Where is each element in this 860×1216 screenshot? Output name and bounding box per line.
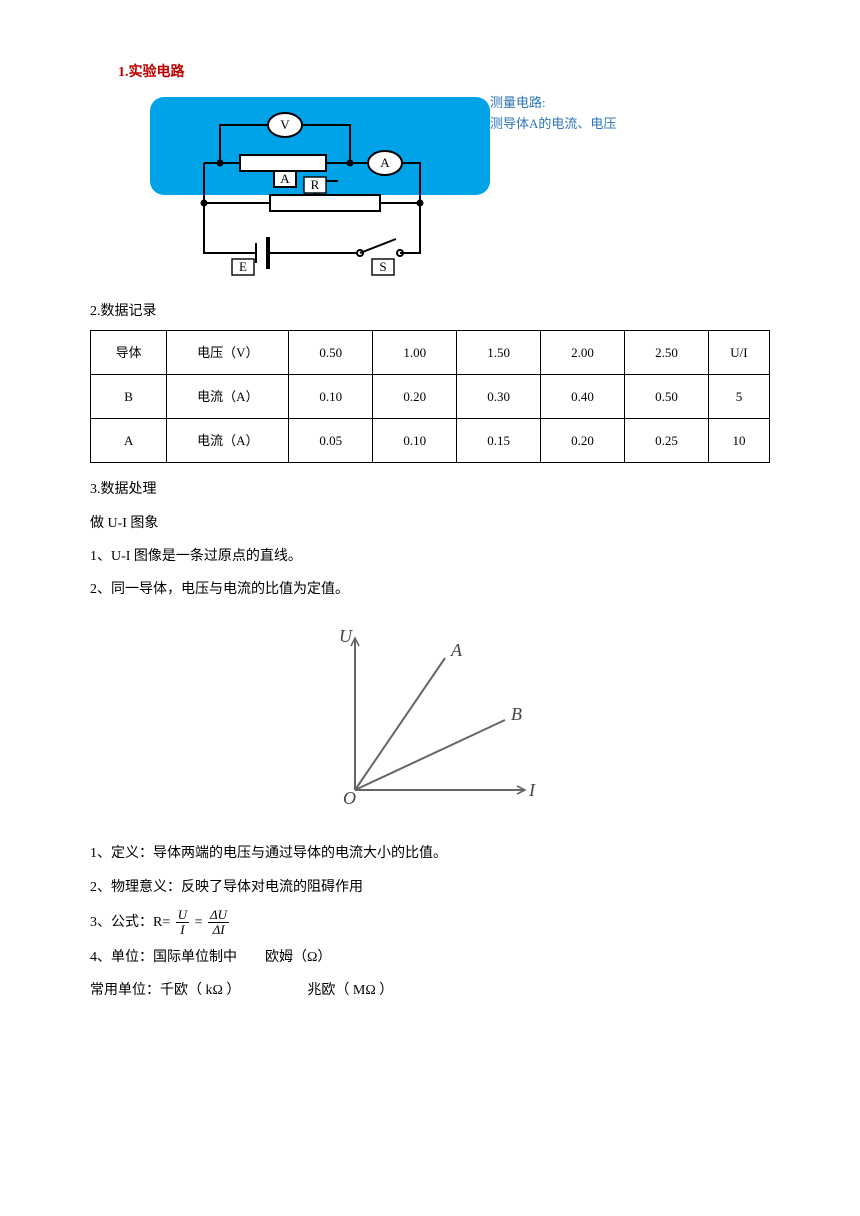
definition-3: 3、公式：R= U I = ΔU ΔI <box>90 908 770 938</box>
frac-num: U <box>176 908 189 923</box>
section-heading-3: 3.数据处理 <box>90 477 770 502</box>
unit-kohm: 常用单位：千欧（ kΩ ） <box>90 983 240 998</box>
equals-sign: = <box>195 915 203 930</box>
table-cell: 10 <box>708 419 769 463</box>
table-cell: 5 <box>708 375 769 419</box>
rheostat-label: R <box>311 177 320 192</box>
table-cell: 2.00 <box>541 331 625 375</box>
table-cell: 电流（A） <box>167 419 289 463</box>
definition-5: 常用单位：千欧（ kΩ ） 兆欧（ MΩ ） <box>90 978 770 1003</box>
definition-2: 2、物理意义：反映了导体对电流的阻碍作用 <box>90 875 770 900</box>
table-row: 导体 电压（V） 0.50 1.00 1.50 2.00 2.50 U/I <box>91 331 770 375</box>
voltmeter-label: V <box>280 117 290 132</box>
frac-den: ΔI <box>208 923 229 937</box>
fraction-du-over-di: ΔU ΔI <box>208 908 229 938</box>
section-heading-2: 2.数据记录 <box>90 299 770 324</box>
table-cell: 0.25 <box>625 419 709 463</box>
table-row: B 电流（A） 0.10 0.20 0.30 0.40 0.50 5 <box>91 375 770 419</box>
line-a-label: A <box>450 640 463 660</box>
table-cell: 0.40 <box>541 375 625 419</box>
switch-label: S <box>379 259 386 274</box>
table-cell: 0.20 <box>373 375 457 419</box>
table-cell: U/I <box>708 331 769 375</box>
table-cell: 1.50 <box>457 331 541 375</box>
circuit-diagram-block: 测量电路: 测导体A的电流、电压 <box>150 89 630 289</box>
definition-4: 4、单位：国际单位制中 欧姆（Ω） <box>90 945 770 970</box>
table-cell: 0.10 <box>289 375 373 419</box>
resistor-a-label: A <box>280 171 290 186</box>
table-cell: A <box>91 419 167 463</box>
axis-y-label: U <box>339 626 353 646</box>
data-table: 导体 电压（V） 0.50 1.00 1.50 2.00 2.50 U/I B … <box>90 330 770 463</box>
table-cell: 1.00 <box>373 331 457 375</box>
table-cell: 0.30 <box>457 375 541 419</box>
point-1: 1、U-I 图像是一条过原点的直线。 <box>90 544 770 569</box>
ammeter-label: A <box>380 155 390 170</box>
definition-1: 1、定义：导体两端的电压与通过导体的电流大小的比值。 <box>90 841 770 866</box>
fraction-u-over-i: U I <box>176 908 189 938</box>
formula-prefix: 3、公式：R= <box>90 915 170 930</box>
table-cell: 0.10 <box>373 419 457 463</box>
table-cell: 电流（A） <box>167 375 289 419</box>
table-cell: 2.50 <box>625 331 709 375</box>
table-cell: B <box>91 375 167 419</box>
line-do-graph: 做 U-I 图象 <box>90 511 770 536</box>
frac-den: I <box>176 923 189 937</box>
unit-mohm: 兆欧（ MΩ ） <box>307 983 393 998</box>
ui-graph-svg: U I O A B <box>315 620 545 810</box>
circuit-svg: V A A R E S <box>160 103 480 289</box>
table-cell: 电压（V） <box>167 331 289 375</box>
origin-label: O <box>343 788 356 808</box>
line-b-label: B <box>511 704 522 724</box>
table-cell: 导体 <box>91 331 167 375</box>
frac-num: ΔU <box>208 908 229 923</box>
axis-x-label: I <box>528 780 536 800</box>
callout-line1: 测量电路: <box>490 93 616 114</box>
table-cell: 0.50 <box>289 331 373 375</box>
table-cell: 0.50 <box>625 375 709 419</box>
table-row: A 电流（A） 0.05 0.10 0.15 0.20 0.25 10 <box>91 419 770 463</box>
callout-line2: 测导体A的电流、电压 <box>490 114 616 135</box>
battery-label: E <box>239 259 247 274</box>
point-2: 2、同一导体，电压与电流的比值为定值。 <box>90 577 770 602</box>
callout-text: 测量电路: 测导体A的电流、电压 <box>490 93 616 135</box>
table-cell: 0.15 <box>457 419 541 463</box>
table-cell: 0.20 <box>541 419 625 463</box>
table-cell: 0.05 <box>289 419 373 463</box>
section-heading-1: 1.实验电路 <box>90 60 770 85</box>
ui-graph-block: U I O A B <box>90 620 770 819</box>
